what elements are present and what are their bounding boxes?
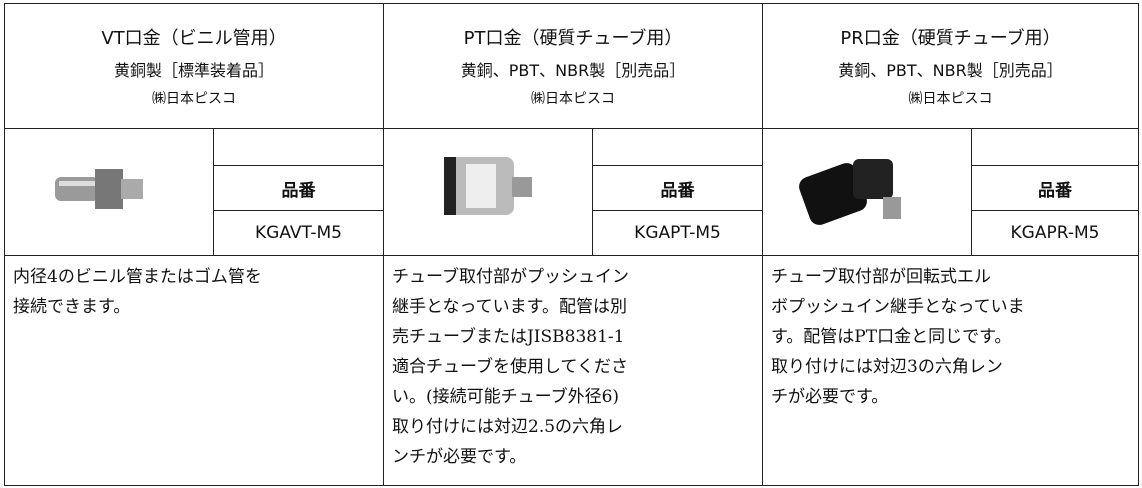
image-cell [762,128,972,256]
column-title: PT口金（硬質チューブ用） [463,28,683,49]
description-line: 売チューブまたはJISB8381-1 [392,327,625,347]
product-image [55,169,143,209]
description-line: 内径4のビニル管またはゴム管を [13,267,262,287]
image-cell [383,128,593,256]
description-line: チューブ取付部がプッシュイン [392,267,629,287]
description-cell: チューブ取付部が回転式エルボプッシュイン継手となっていま す。配管はPT口金と同じ… [762,255,1139,486]
description-line: 適合チューブを使用してくださ [392,357,628,377]
column-title: VT口金（ビニル管用） [101,28,287,49]
part-label: 品番 [592,165,763,211]
description-line: ボプッシュイン継手となっていま [771,297,1025,317]
description-line: チューブ取付部が回転式エル [771,267,991,287]
description-line: チが必要です。 [771,387,889,407]
header-cell: PR口金（硬質チューブ用） 黄銅、PBT、NBR製［別売品］ ㈱日本ピスコ [762,3,1139,129]
header-cell: VT口金（ビニル管用） 黄銅製［標準装着品］ ㈱日本ピスコ [4,3,384,129]
maker: ㈱日本ピスコ [152,91,236,107]
empty-cell [213,128,384,166]
header-cell: PT口金（硬質チューブ用） 黄銅、PBT、NBR製［別売品］ ㈱日本ピスコ [383,3,763,129]
description-line: 継手となっています。配管は別 [392,297,627,317]
part-number: KGAPT-M5 [592,210,763,256]
material: 黄銅製［標準装着品］ [113,61,274,80]
maker: ㈱日本ピスコ [531,91,615,107]
image-cell [4,128,214,256]
description-cell: 内径4のビニル管またはゴム管を 接続できます。 [4,255,384,486]
product-image [444,157,532,215]
description-line: い。(接続可能チューブ外径6) [392,387,620,407]
description-cell: チューブ取付部がプッシュイン 継手となっています。配管は別 売チューブまたはJISB… [383,255,763,486]
description-line: す。配管はPT口金と同じです。 [771,327,1012,347]
description-line: ンチが必要です。 [392,447,527,467]
description-line: 接続できます。 [13,297,131,317]
material: 黄銅、PBT、NBR製［別売品］ [460,61,686,80]
column-title: PR口金（硬質チューブ用） [840,28,1061,49]
product-image [799,159,901,225]
part-number: KGAPR-M5 [971,210,1139,256]
part-label: 品番 [971,165,1139,211]
material: 黄銅、PBT、NBR製［別売品］ [838,61,1063,80]
empty-cell [592,128,763,166]
part-number: KGAVT-M5 [213,210,384,256]
part-label: 品番 [213,165,384,211]
empty-cell [971,128,1139,166]
maker: ㈱日本ピスコ [908,91,993,107]
description-line: 取り付けには対辺2.5の六角レ [392,417,624,437]
description-line: 取り付けには対辺3の六角レン [771,357,1003,377]
